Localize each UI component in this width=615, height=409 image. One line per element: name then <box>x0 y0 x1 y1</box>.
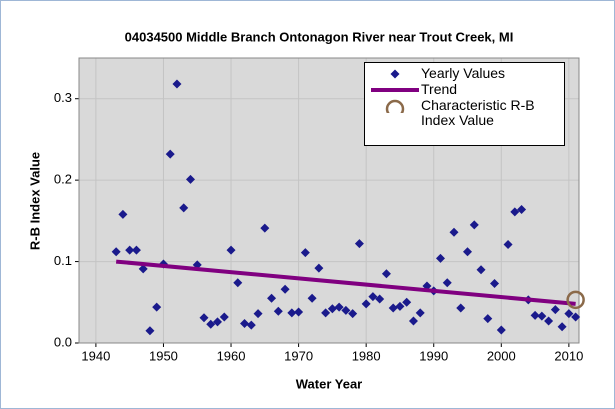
y-axis-title: R-B Index Value <box>27 152 42 250</box>
legend-item: Characteristic R-B Index Value <box>369 98 560 128</box>
data-point <box>267 293 277 303</box>
data-point <box>530 310 540 320</box>
x-tick-label: 2010 <box>554 348 583 363</box>
data-point <box>341 305 351 315</box>
legend-label: Yearly Values <box>421 65 506 81</box>
data-point <box>165 149 175 159</box>
y-tick-label: 0.3 <box>54 90 72 105</box>
characteristic-marker <box>566 290 585 310</box>
legend-swatch <box>371 88 419 92</box>
data-point <box>287 308 297 318</box>
data-point <box>463 247 473 257</box>
data-point <box>172 79 182 89</box>
data-point <box>213 317 223 327</box>
legend-swatch <box>385 99 405 113</box>
data-point <box>483 314 493 324</box>
data-point <box>273 306 283 316</box>
data-point <box>449 227 459 237</box>
data-point <box>179 203 189 213</box>
data-point <box>368 292 378 302</box>
data-point <box>260 223 270 233</box>
data-point <box>408 316 418 326</box>
plot-border <box>78 57 580 344</box>
x-tick-label: 1980 <box>352 348 381 363</box>
data-point <box>517 204 527 214</box>
legend-label: Trend <box>421 81 458 97</box>
data-point <box>571 312 581 322</box>
data-point <box>294 307 304 317</box>
data-point <box>402 297 412 307</box>
data-point <box>334 302 344 312</box>
data-point <box>240 318 250 328</box>
data-point <box>138 264 148 274</box>
x-tick-label: 1960 <box>217 348 246 363</box>
data-point <box>550 305 560 315</box>
x-tick-label: 1940 <box>81 348 110 363</box>
data-point <box>226 245 236 255</box>
data-point <box>348 309 358 319</box>
data-point <box>118 209 128 219</box>
legend-item: Trend <box>369 82 560 97</box>
legend: Yearly Values Trend Characteristic R-B Ind… <box>364 62 565 146</box>
x-tick-label: 1970 <box>284 348 313 363</box>
data-point <box>415 308 425 318</box>
data-point <box>388 303 398 313</box>
data-point <box>125 245 135 255</box>
data-point <box>111 247 121 257</box>
data-point <box>314 263 324 273</box>
data-point <box>435 253 445 263</box>
data-point <box>199 313 209 323</box>
y-tick-label: 0.1 <box>54 253 72 268</box>
data-point <box>490 279 500 289</box>
data-point <box>246 320 256 330</box>
data-point <box>145 326 155 336</box>
data-point <box>354 239 364 249</box>
characteristic-marker <box>385 99 405 113</box>
data-point <box>476 265 486 275</box>
data-point <box>503 239 513 249</box>
data-point <box>280 284 290 294</box>
x-tick-label: 2000 <box>487 348 516 363</box>
data-point <box>496 325 506 335</box>
data-point <box>327 304 337 314</box>
data-point <box>307 293 317 303</box>
data-point <box>544 316 554 326</box>
x-axis-title: Water Year <box>296 376 363 391</box>
data-point <box>206 319 216 329</box>
data-point <box>375 294 385 304</box>
data-point <box>185 174 195 184</box>
data-point <box>219 312 229 322</box>
data-point <box>390 69 400 79</box>
x-tick-label: 1990 <box>419 348 448 363</box>
legend-item: Yearly Values <box>369 66 560 81</box>
data-point <box>456 303 466 313</box>
legend-swatch <box>390 69 400 79</box>
trend-line <box>115 259 576 306</box>
data-point <box>537 311 547 321</box>
data-point <box>442 278 452 288</box>
data-point <box>361 299 371 309</box>
data-point <box>564 309 574 319</box>
data-point <box>381 269 391 279</box>
chart-title: 04034500 Middle Branch Ontonagon River n… <box>125 29 514 44</box>
x-tick-label: 1950 <box>149 348 178 363</box>
y-tick-label: 0.2 <box>54 172 72 187</box>
data-point <box>469 220 479 230</box>
data-point <box>557 322 567 332</box>
data-point <box>233 278 243 288</box>
legend-label: Characteristic R-B Index Value <box>421 97 535 128</box>
data-point <box>131 245 141 255</box>
data-point <box>253 309 263 319</box>
data-point <box>395 301 405 311</box>
data-point <box>300 248 310 258</box>
data-point <box>321 308 331 318</box>
data-point <box>152 302 162 312</box>
y-tick-label: 0.0 <box>54 334 72 349</box>
